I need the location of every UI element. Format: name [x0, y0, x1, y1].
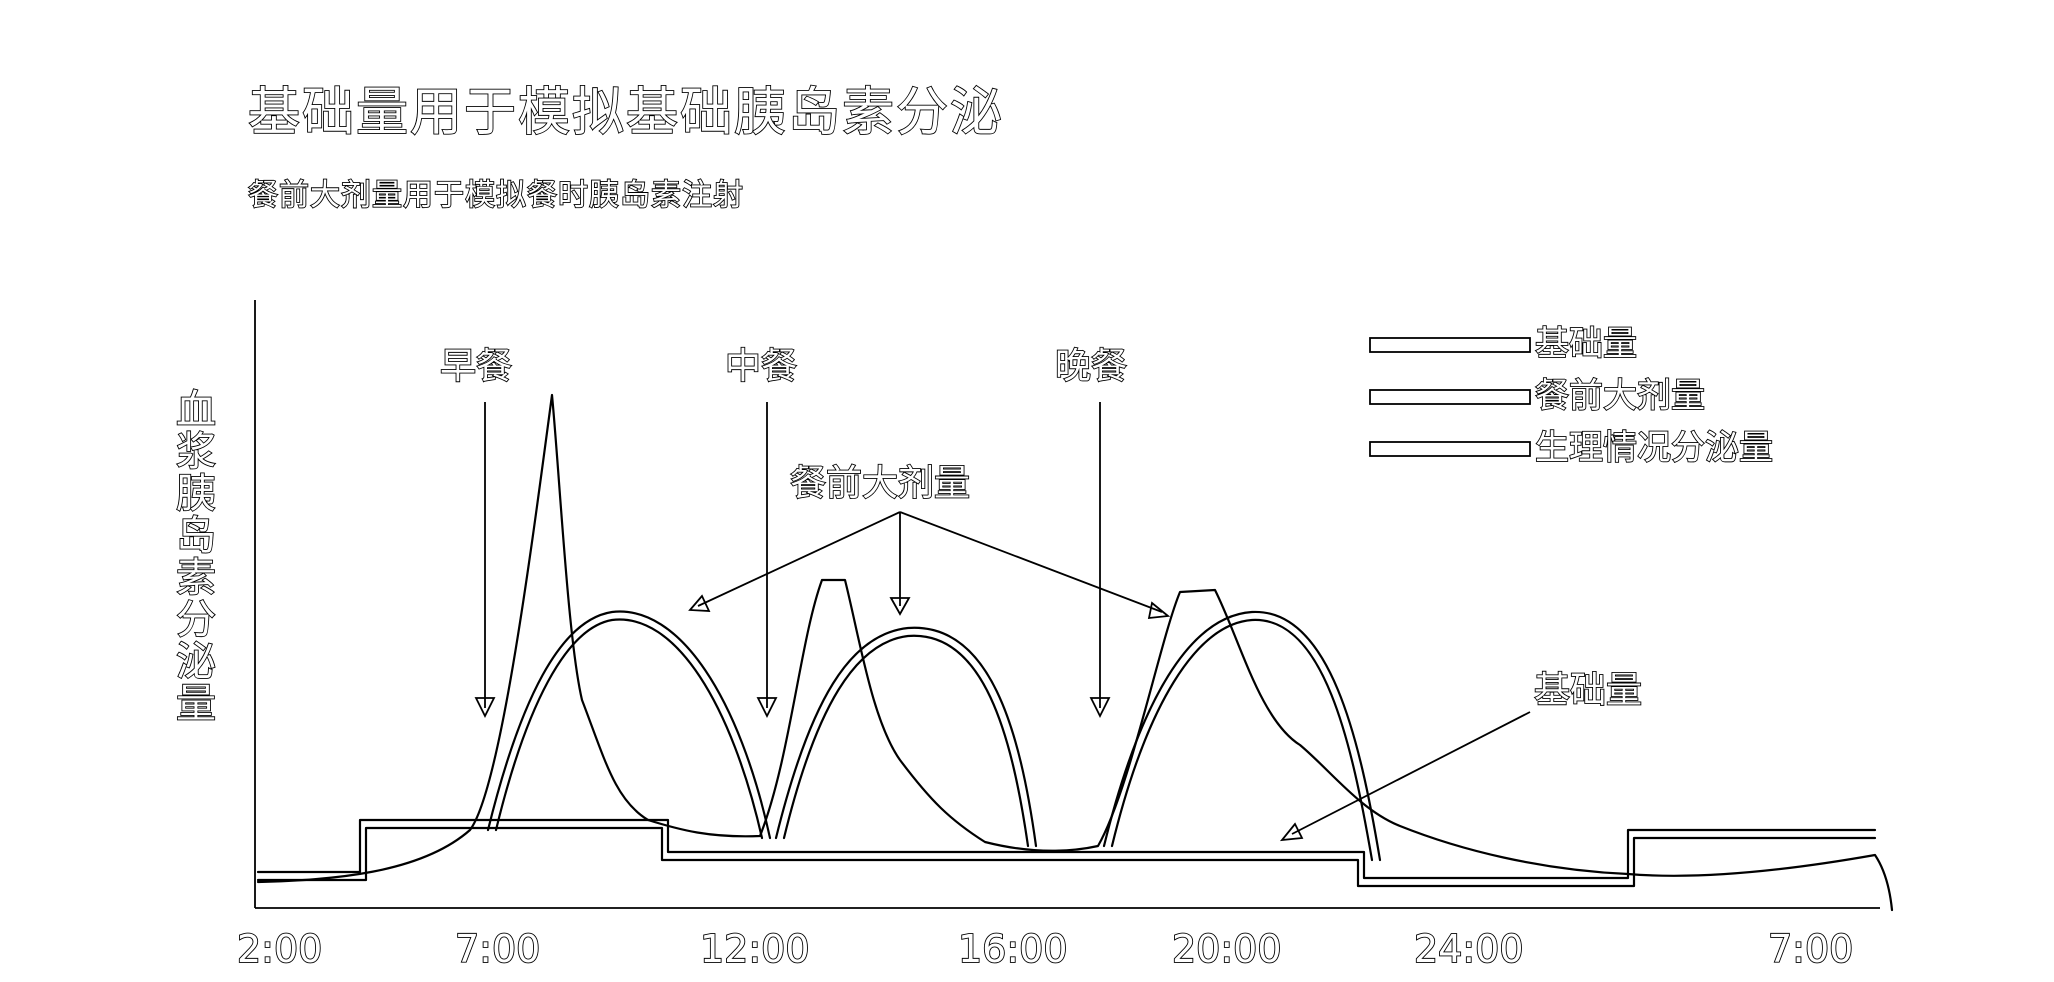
- basal-annotation-label: 基础量: [1534, 670, 1642, 711]
- legend-item-physiological: 生理情况分泌量: [1369, 427, 1774, 469]
- legend-swatch: [1369, 337, 1531, 353]
- bolus-arc-dinner: [1102, 610, 1382, 862]
- legend-item-bolus: 餐前大剂量: [1369, 375, 1706, 417]
- x-tick-label: 7:00: [455, 927, 540, 971]
- legend: 基础量 餐前大剂量 生理情况分泌量: [1369, 323, 1774, 469]
- bolus-arc-lunch-inner: [782, 634, 1030, 848]
- legend-item-basal: 基础量: [1369, 323, 1638, 365]
- legend-label: 餐前大剂量: [1535, 376, 1705, 416]
- x-tick-label: 2:00: [237, 927, 322, 971]
- basal-rate-line-inner: [256, 826, 1877, 888]
- bolus-annotation-arrows: [688, 511, 1171, 620]
- legend-label: 基础量: [1535, 324, 1637, 364]
- basal-annotation-arrow: [1279, 711, 1531, 842]
- legend-swatch: [1369, 389, 1531, 405]
- basal-rate-line: [256, 818, 1877, 880]
- physiological-secretion-curve: [256, 393, 1894, 912]
- y-axis-label: 血浆胰岛素分泌量: [169, 388, 215, 724]
- meal-arrow-dinner: [1089, 402, 1111, 719]
- x-tick-label: 20:00: [1172, 927, 1282, 971]
- bolus-annotation-label: 餐前大剂量: [790, 463, 970, 504]
- diagram-title: 基础量用于模拟基础胰岛素分泌: [248, 83, 1004, 143]
- meal-arrow-breakfast: [474, 402, 496, 719]
- bolus-arc-dinner-inner: [1110, 618, 1374, 862]
- meal-label-breakfast: 早餐: [440, 346, 512, 387]
- x-tick-label: 24:00: [1414, 927, 1524, 971]
- x-tick-label: 12:00: [700, 927, 810, 971]
- bolus-arc-breakfast-inner: [494, 618, 764, 840]
- meal-label-lunch: 中餐: [725, 346, 797, 387]
- meal-label-dinner: 晚餐: [1055, 346, 1127, 387]
- x-tick-label: 16:00: [958, 927, 1068, 971]
- bolus-arc-breakfast: [486, 610, 772, 840]
- diagram-subtitle: 餐前大剂量用于模拟餐时胰岛素注射: [248, 178, 744, 213]
- x-tick-label: 7:00: [1768, 927, 1853, 971]
- legend-label: 生理情况分泌量: [1535, 428, 1773, 468]
- legend-swatch: [1369, 441, 1531, 457]
- meal-arrow-lunch: [756, 402, 778, 719]
- bolus-arc-lunch: [774, 626, 1038, 848]
